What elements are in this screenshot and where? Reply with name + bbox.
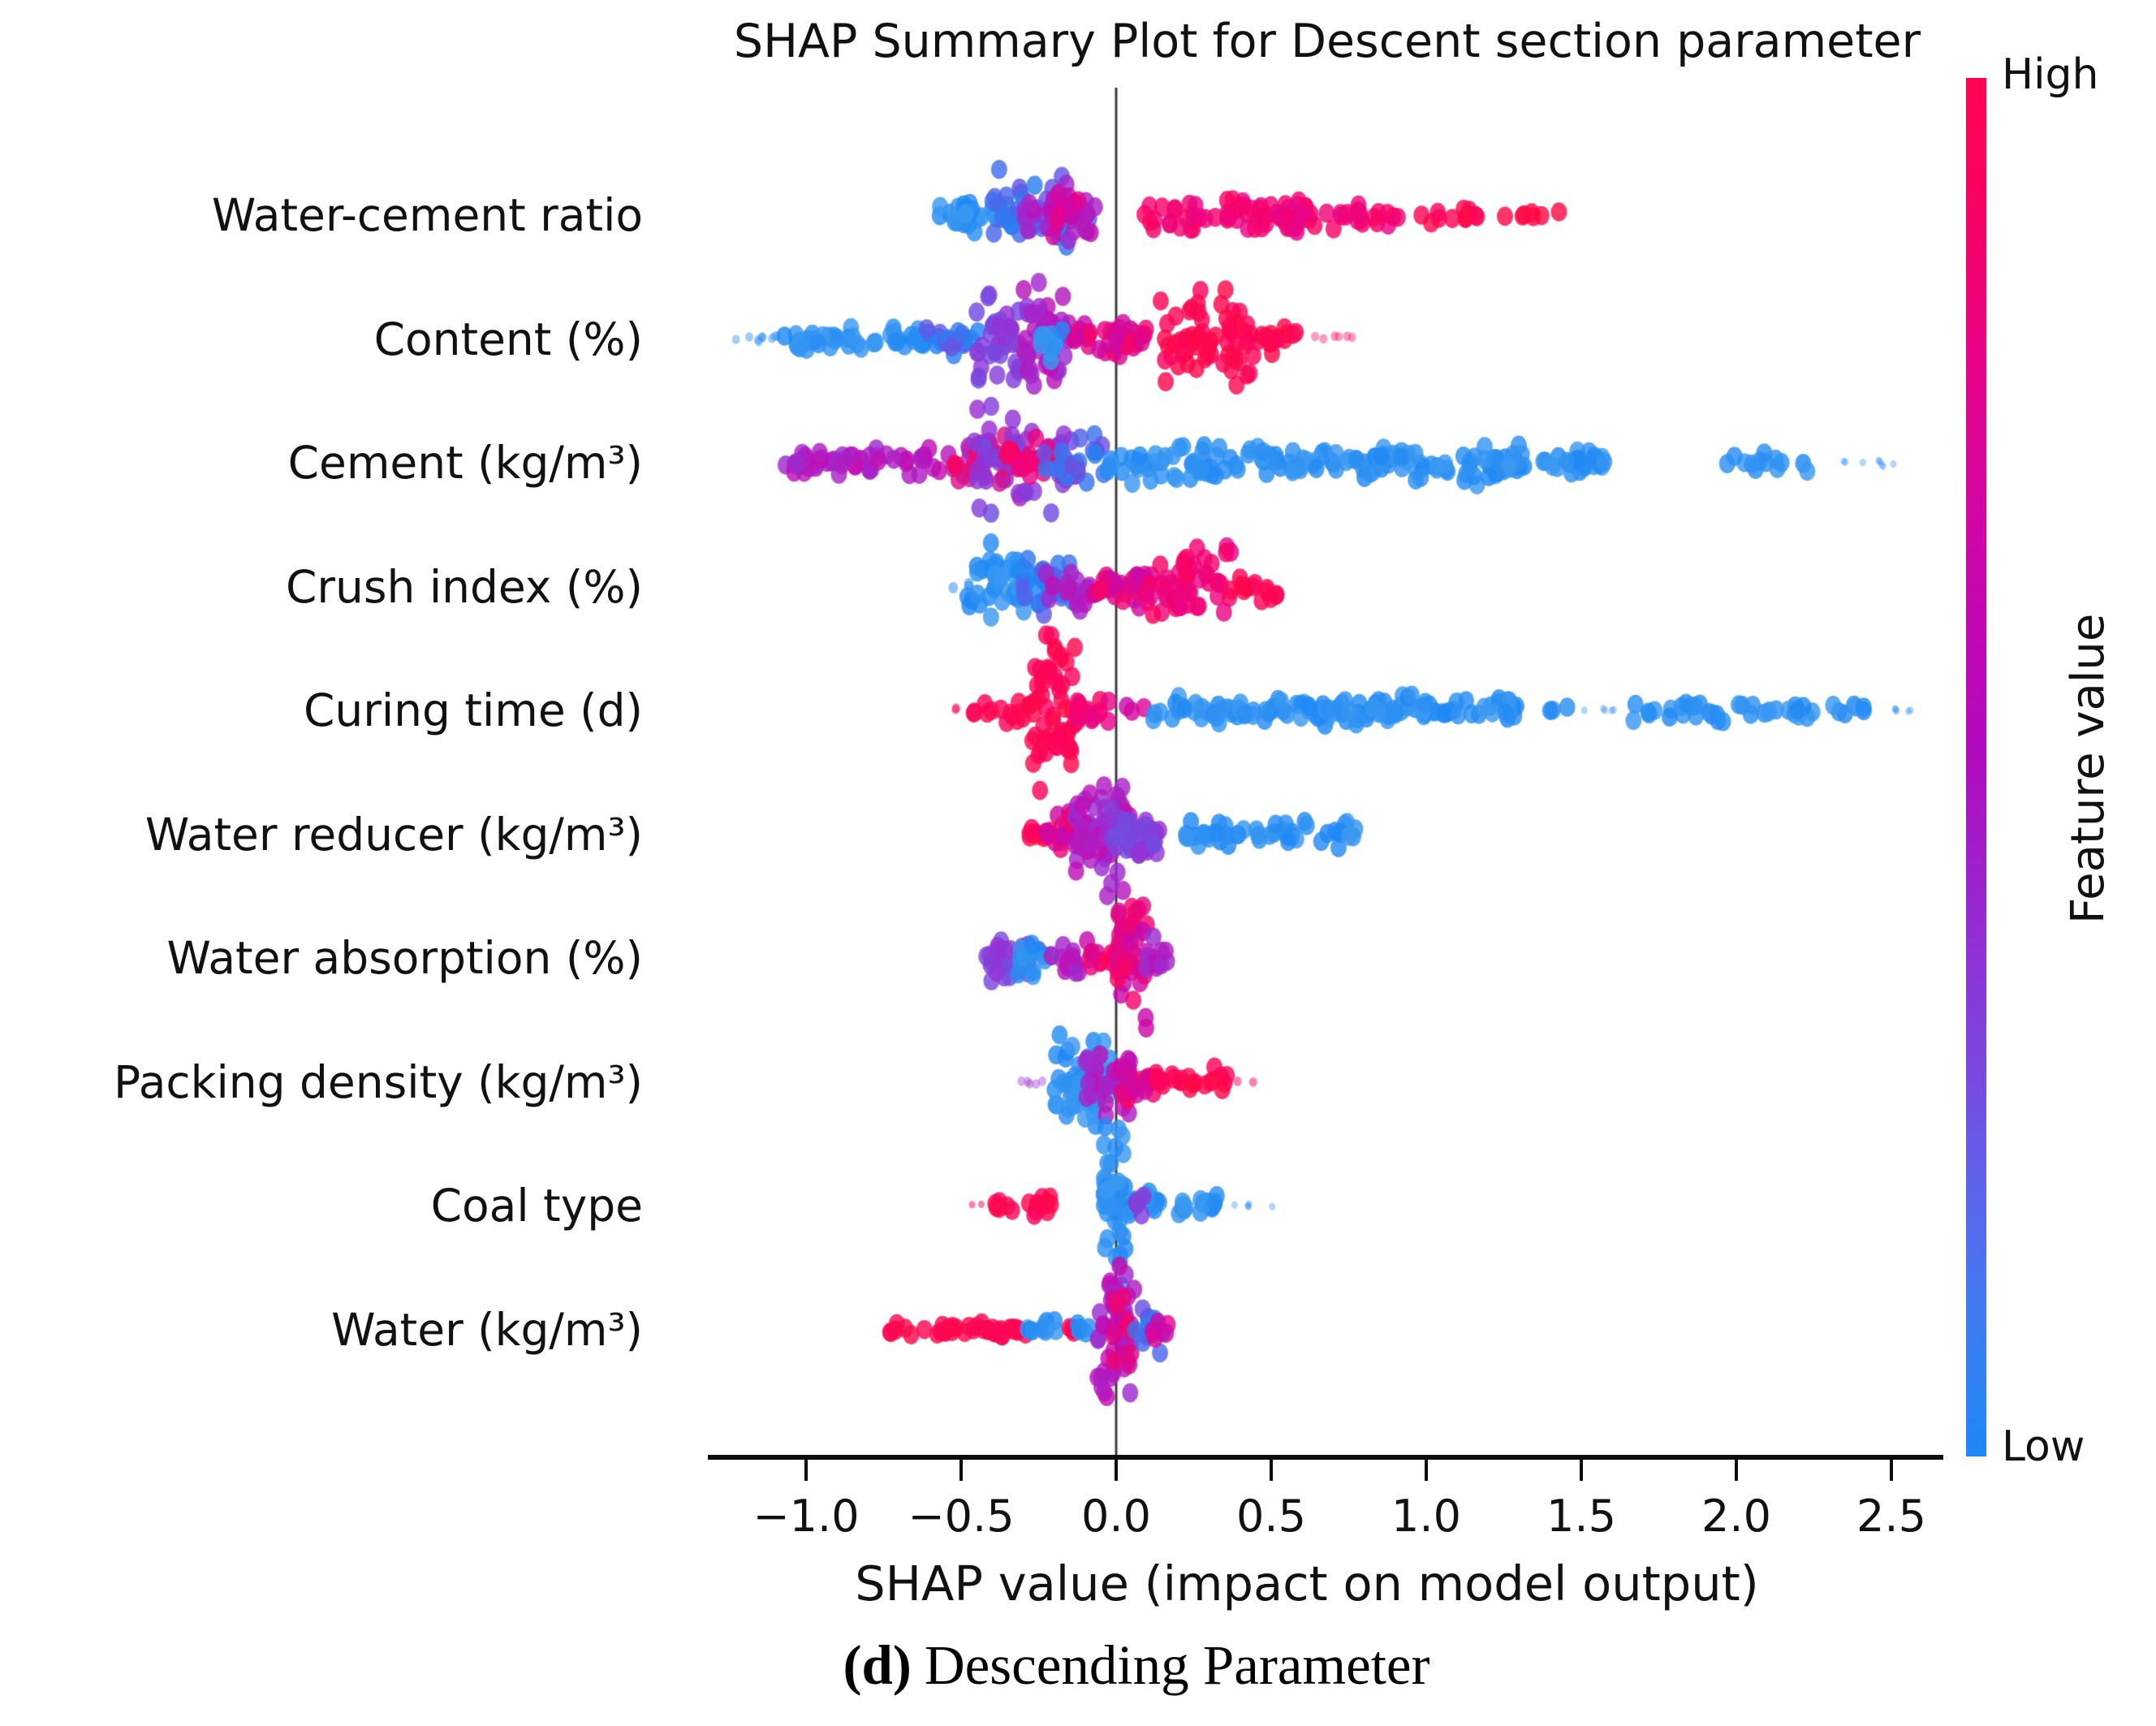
- feature-label: Content (%): [373, 313, 643, 365]
- feature-label: Crush index (%): [286, 560, 643, 613]
- feature-label: Cement (kg/m³): [287, 437, 643, 489]
- x-tick-label: 2.5: [1856, 1491, 1926, 1542]
- x-tick-label: 0.0: [1081, 1491, 1151, 1542]
- caption-prefix: (d): [843, 1634, 912, 1696]
- x-tick-label: 0.5: [1236, 1491, 1306, 1542]
- feature-label: Water reducer (kg/m³): [144, 808, 643, 861]
- caption-text: Descending Parameter: [924, 1634, 1430, 1696]
- feature-label: Water absorption (%): [166, 932, 643, 984]
- feature-value-colorbar: [1966, 78, 1986, 1456]
- feature-label: Water (kg/m³): [331, 1303, 643, 1356]
- feature-label: Packing density (kg/m³): [114, 1055, 643, 1108]
- x-tick-label: −1.0: [752, 1491, 860, 1542]
- colorbar-low-label: Low: [2002, 1422, 2085, 1471]
- colorbar-high-label: High: [2002, 50, 2099, 99]
- x-tick-mark: [959, 1460, 963, 1481]
- x-tick-label: 1.0: [1391, 1491, 1461, 1542]
- x-tick-label: −0.5: [908, 1491, 1015, 1542]
- x-axis-title: SHAP value (impact on model output): [855, 1556, 1759, 1612]
- x-tick-mark: [1890, 1460, 1893, 1481]
- feature-label: Water-cement ratio: [211, 189, 643, 241]
- x-tick-label: 2.0: [1701, 1491, 1771, 1542]
- colorbar-title: Feature value: [2062, 613, 2115, 925]
- x-axis-line: [708, 1455, 1943, 1460]
- feature-label: Curing time (d): [304, 684, 643, 736]
- x-tick-mark: [804, 1460, 808, 1481]
- feature-label: Coal type: [430, 1180, 643, 1232]
- x-tick-mark: [1735, 1460, 1738, 1481]
- x-tick-mark: [1580, 1460, 1583, 1481]
- x-tick-mark: [1115, 1460, 1118, 1481]
- x-tick-mark: [1425, 1460, 1428, 1481]
- x-tick-mark: [1270, 1460, 1273, 1481]
- figure-caption: (d) Descending Parameter: [649, 1633, 1623, 1698]
- x-tick-label: 1.5: [1546, 1491, 1616, 1542]
